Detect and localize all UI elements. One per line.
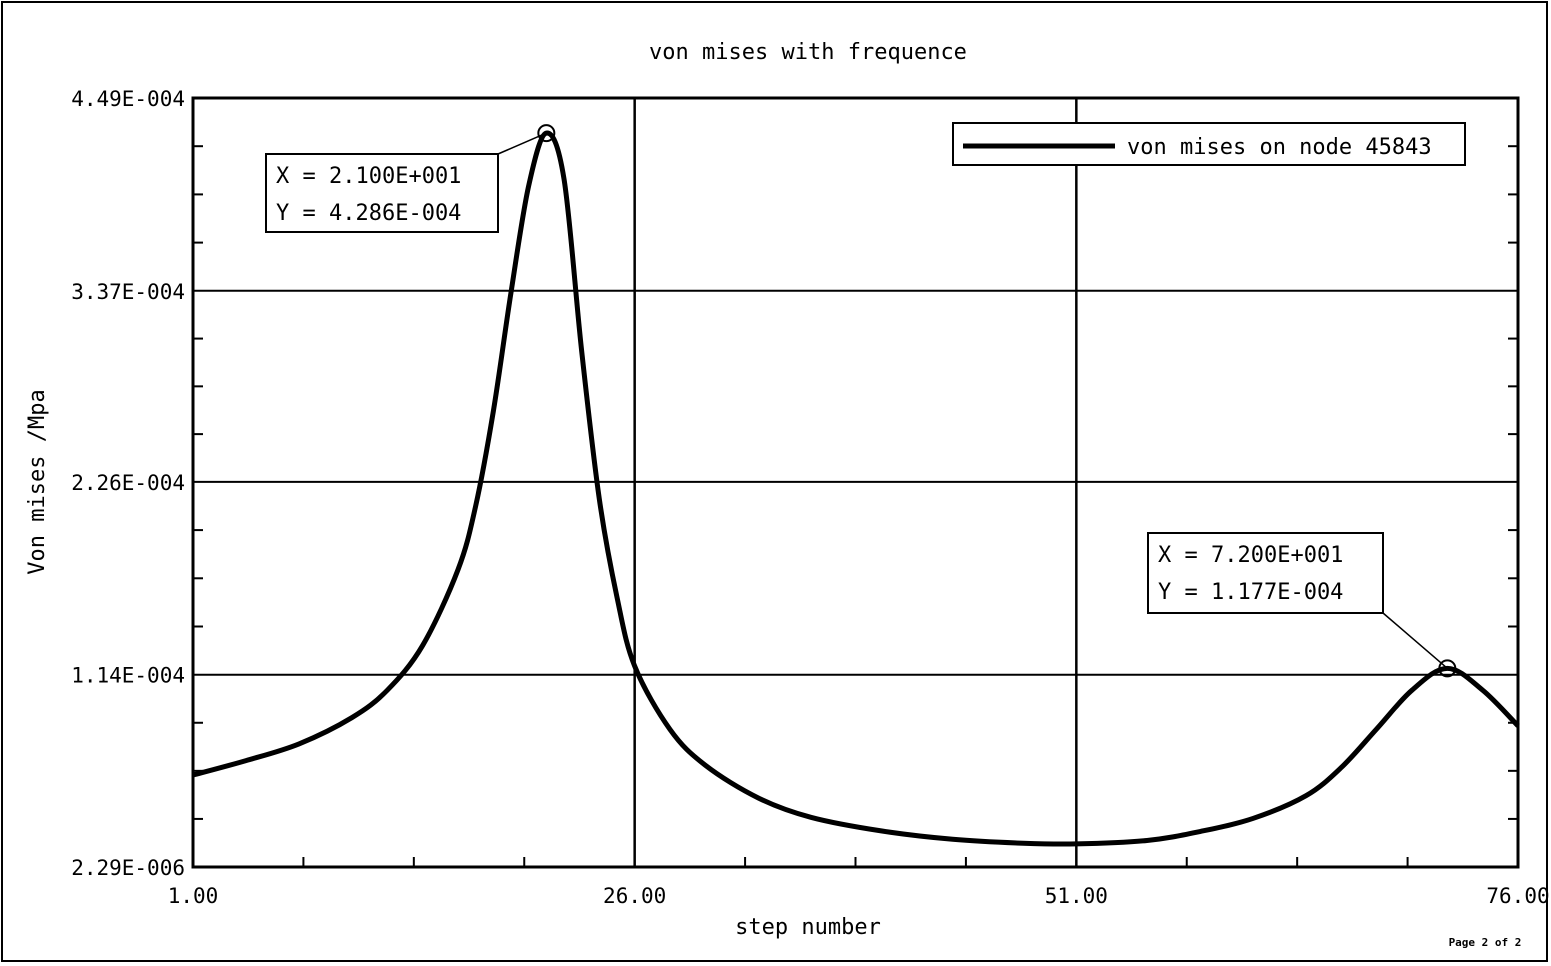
x-tick-label: 1.00 (168, 884, 219, 908)
point-callout: X = 7.200E+001 Y = 1.177E-004 (1147, 532, 1457, 678)
callout-y-value: Y = 1.177E-004 (1158, 580, 1343, 605)
callout-leader (1382, 612, 1448, 669)
callout-box (265, 153, 499, 233)
callout-marker (1438, 659, 1457, 678)
y-tick-label: 2.29E-006 (71, 856, 185, 880)
callout-x-value: X = 2.100E+001 (276, 164, 461, 189)
legend-label: von mises on node 45843 (1127, 135, 1432, 160)
chart-title: von mises with frequence (649, 40, 967, 65)
callout-marker (537, 124, 556, 143)
callout-box (1147, 532, 1384, 614)
y-tick-label: 2.26E-004 (71, 471, 185, 495)
x-axis-label: step number (735, 915, 881, 940)
x-tick-label: 51.00 (1045, 884, 1108, 908)
y-tick-label: 4.49E-004 (71, 87, 185, 111)
page-number: Page 2 of 2 (1449, 936, 1522, 949)
grid-layer (193, 98, 1518, 867)
callout-y-value: Y = 4.286E-004 (276, 201, 461, 226)
y-axis-label: Von mises /Mpa (25, 389, 50, 574)
x-tick-labels: 1.00 26.00 51.00 76.00 (168, 884, 1550, 908)
series-line (192, 130, 1520, 847)
legend: von mises on node 45843 (952, 122, 1466, 166)
plot-area-border (191, 96, 1520, 869)
series-layer (192, 130, 1520, 847)
x-tick-label: 76.00 (1486, 884, 1549, 908)
x-tick-label: 26.00 (603, 884, 666, 908)
callout-x-value: X = 7.200E+001 (1158, 543, 1343, 568)
y-tick-labels: 2.29E-006 1.14E-004 2.26E-004 3.37E-004 4.49… (71, 87, 185, 880)
minor-ticks (193, 145, 1518, 867)
callout-layer: X = 2.100E+001 Y = 4.286E-004 X = 7.200E+0… (265, 124, 1457, 678)
y-tick-label: 3.37E-004 (71, 280, 185, 304)
point-callout: X = 2.100E+001 Y = 4.286E-004 (265, 124, 556, 233)
y-tick-label: 1.14E-004 (71, 664, 185, 688)
